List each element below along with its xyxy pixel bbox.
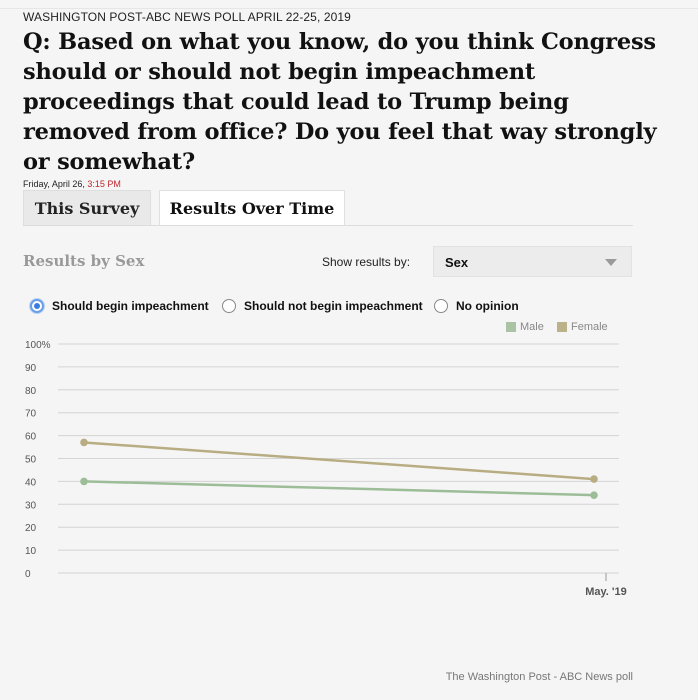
radio-unselected-icon (434, 299, 448, 313)
series-line-male (83, 480, 595, 497)
x-tick-label: May. '19 (585, 586, 627, 598)
tab-this-survey[interactable]: This Survey (23, 190, 151, 225)
y-tick-label: 20 (25, 523, 37, 534)
time-text: 3:15 PM (87, 179, 121, 189)
y-tick-label: 50 (25, 455, 37, 466)
tab-results-over-time[interactable]: Results Over Time (159, 190, 345, 226)
y-tick-label: 60 (25, 432, 37, 443)
radio-label: Should not begin impeachment (244, 299, 423, 313)
legend-swatch-male (506, 322, 516, 332)
legend-swatch-female (557, 322, 567, 332)
source-credit: The Washington Post - ABC News poll (445, 671, 633, 683)
radio-label: Should begin impeachment (52, 299, 209, 313)
top-rule (0, 8, 698, 9)
data-point-male (590, 491, 598, 499)
y-tick-label: 100% (25, 340, 51, 351)
results-title: Results by Sex (23, 252, 145, 270)
y-tick-label: 40 (25, 477, 37, 488)
tab-bar: This Survey Results Over Time (23, 190, 633, 226)
radio-label: No opinion (456, 299, 519, 313)
y-tick-label: 10 (25, 546, 37, 557)
chevron-down-icon (605, 259, 617, 266)
y-tick-label: 90 (25, 363, 37, 374)
show-by-select[interactable]: Sex (433, 246, 632, 277)
poll-kicker: WASHINGTON POST-ABC NEWS POLL APRIL 22-2… (23, 10, 351, 24)
y-tick-label: 0 (25, 569, 31, 580)
dateline: Friday, April 26, 3:15 PM (23, 179, 121, 189)
y-tick-label: 80 (25, 386, 37, 397)
data-point-female (80, 438, 88, 447)
poll-question: Q: Based on what you know, do you think … (23, 29, 657, 175)
radio-selected-icon (30, 299, 44, 313)
legend-label-male: Male (520, 321, 544, 333)
tab-divider (23, 225, 633, 226)
y-tick-label: 30 (25, 500, 37, 511)
date-text: Friday, April 26, (23, 179, 88, 189)
radio-unselected-icon (222, 299, 236, 313)
legend-label-female: Female (571, 321, 608, 333)
y-tick-label: 70 (25, 409, 37, 420)
data-point-female (590, 475, 598, 483)
series-line-female (83, 441, 595, 481)
data-point-male (80, 477, 88, 486)
show-by-label: Show results by: (322, 255, 411, 269)
show-by-value: Sex (445, 255, 469, 270)
